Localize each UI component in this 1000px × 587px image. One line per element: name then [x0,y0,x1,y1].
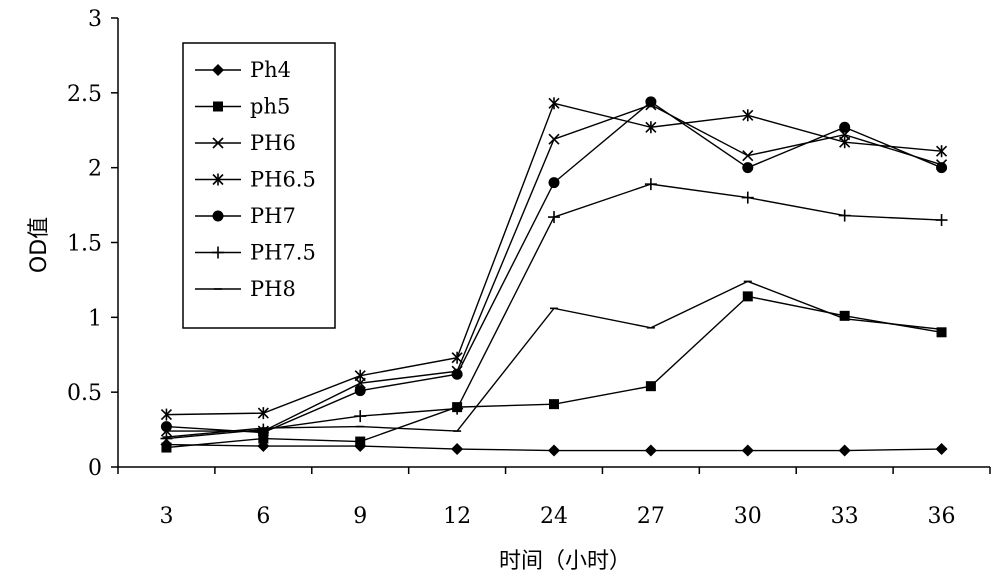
legend-label: PH7 [250,204,296,228]
data-point [644,178,657,191]
data-point [838,209,851,222]
legend-label: PH6.5 [250,168,316,192]
legend-marker [213,101,223,112]
axes [111,17,991,474]
x-tick-label: 27 [637,504,665,529]
series-ph7-5 [160,178,948,445]
data-point [257,407,269,420]
data-point [548,177,560,189]
legend-marker [212,64,224,76]
x-tick-label: 36 [928,504,956,529]
data-point [645,121,657,134]
legend-label: Ph4 [250,58,291,82]
data-point [935,145,948,158]
data-point [935,443,948,456]
data-point [160,421,172,433]
x-tick-label: 33 [831,504,859,529]
legend-marker [212,210,224,222]
legend-label: ph5 [250,95,290,119]
y-tick-label: 1.5 [67,232,102,257]
legend-item: ph5 [195,95,290,119]
data-point [258,433,269,444]
x-tick-label: 9 [353,504,367,529]
x-axis-title: 时间（小时） [499,549,631,574]
data-point [354,385,366,397]
legend-item: PH7 [195,204,296,228]
legend-item: PH6.5 [195,168,316,192]
x-tick-label: 3 [159,504,173,529]
legend-item: Ph4 [195,58,291,82]
x-tick-label: 12 [443,504,471,529]
series-layer [160,96,948,457]
legend-item: PH7.5 [195,241,316,265]
data-point [451,368,463,380]
y-axis-title: OD值 [27,217,52,273]
y-tick-labels: 0 0.5 1 1.5 2 2.5 3 [67,7,102,481]
series-ph6-5 [160,97,948,421]
data-point [742,109,754,122]
data-point [161,442,172,453]
legend-marker [212,246,224,259]
y-tick-label: 0 [88,456,102,481]
x-tick-labels: 3 6 9 12 24 27 30 33 36 [159,504,955,529]
data-point [839,310,850,321]
data-point [741,444,754,457]
legend-marker [212,173,224,186]
data-point [355,436,366,447]
legend-marker [212,137,224,149]
y-tick-label: 2.5 [67,82,102,107]
data-point [549,399,559,410]
data-point [742,150,754,162]
series-ph7 [160,96,948,439]
data-point [257,423,270,436]
legend-item: PH6 [195,131,296,155]
data-point [354,369,366,382]
data-point [548,444,560,457]
y-tick-label: 3 [88,7,102,32]
data-point [742,162,754,174]
data-point [354,410,367,423]
data-point [935,214,948,227]
legend-box [182,42,336,329]
x-tick-label: 24 [540,504,568,529]
y-tick-label: 2 [88,157,102,182]
legend-label: PH8 [250,277,296,301]
data-point [160,408,173,421]
data-point [548,97,560,110]
x-tick-label: 6 [256,504,270,529]
x-tick-label: 30 [734,504,762,529]
series-ph4 [160,438,948,457]
data-point [741,191,754,204]
y-tick-label: 1 [88,306,102,331]
data-point [936,162,948,174]
data-point [451,402,464,415]
series-ph8 [162,280,946,438]
data-point [839,136,851,149]
data-point [644,444,657,457]
legend-item: PH8 [195,277,296,301]
data-point [839,121,851,133]
y-tick-label: 0.5 [67,381,102,406]
data-point [548,133,560,145]
data-point [742,291,753,302]
data-point [645,96,657,108]
legend-label: PH6 [250,131,296,155]
data-point [548,211,560,224]
legend: Ph4 ph5 PH6 PH6.5 PH7 PH7.5 PH8 [182,42,336,329]
data-point [160,432,173,445]
data-point [838,444,851,457]
data-point [645,381,656,392]
legend-label: PH7.5 [250,241,316,265]
data-point [451,443,464,456]
data-point [936,327,947,338]
data-point [451,351,463,364]
